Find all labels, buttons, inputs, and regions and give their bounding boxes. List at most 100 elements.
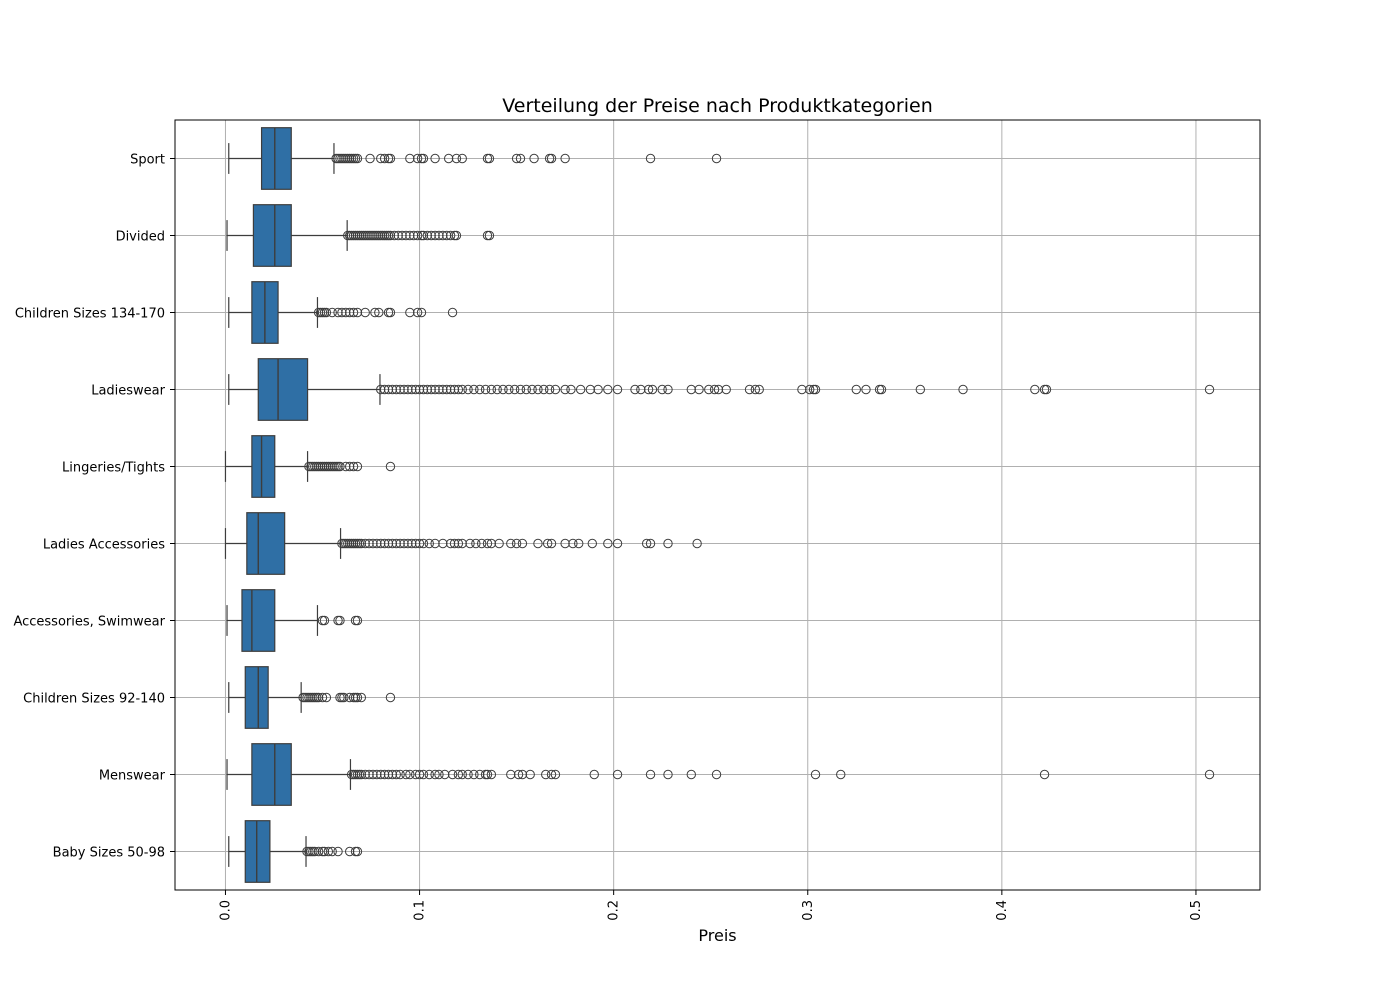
outlier-point (836, 769, 846, 780)
outlier-point (480, 384, 491, 395)
outlier-point (422, 384, 433, 395)
outlier-point (469, 384, 479, 395)
outlier-point (317, 692, 328, 703)
outlier-point (352, 461, 363, 472)
outlier-point (414, 384, 425, 395)
outlier-point (663, 769, 673, 780)
outlier-point (399, 538, 409, 549)
outlier-point (513, 769, 524, 780)
box-6 (224, 512, 702, 575)
outlier-point (876, 384, 887, 395)
outlier-point (344, 692, 355, 703)
outlier-point (511, 153, 522, 164)
outlier-point (1204, 384, 1215, 395)
outlier-point (356, 538, 367, 549)
outlier-point (393, 230, 403, 241)
outlier-point (453, 384, 464, 395)
outlier-point (438, 384, 448, 395)
outlier-point (405, 307, 415, 318)
outlier-point (370, 307, 380, 318)
outlier-point (603, 384, 613, 395)
outlier-point (409, 230, 419, 241)
outlier-point (438, 230, 448, 241)
outlier-point (412, 230, 423, 241)
outlier-point (395, 538, 405, 549)
outlier-point (915, 384, 926, 395)
outlier-point (335, 461, 345, 472)
outlier-point (319, 615, 330, 626)
outlier-point (383, 384, 394, 395)
outlier-point (352, 692, 363, 703)
outlier-point (319, 846, 330, 857)
outlier-point (339, 692, 349, 703)
outlier-point (550, 384, 561, 395)
iqr-box (244, 666, 269, 729)
iqr-box (251, 743, 292, 806)
outlier-point (663, 538, 673, 549)
y-tick-labels: Sport Divided Children Sizes 134-170 Ladies… (13, 153, 165, 861)
outlier-point (327, 307, 337, 318)
outlier-point (447, 769, 458, 780)
outlier-point (414, 538, 425, 549)
outlier-point (368, 769, 378, 780)
outlier-point (434, 769, 444, 780)
outlier-point (463, 384, 473, 395)
outlier-point (711, 769, 722, 780)
outlier-point (641, 538, 652, 549)
outlier-point (418, 384, 429, 395)
x-tick-label: 0.5 (1189, 900, 1204, 921)
iqr-box (252, 204, 292, 267)
outlier-point (692, 538, 702, 549)
outlier-point (379, 384, 390, 395)
outlier-point (546, 538, 557, 549)
outlier-point (657, 384, 667, 395)
outlier-point (389, 230, 400, 241)
outlier-point (750, 384, 761, 395)
box-9 (226, 743, 1215, 806)
outlier-point (323, 846, 334, 857)
outlier-point (754, 384, 764, 395)
outlier-point (509, 384, 520, 395)
y-tick-label: Divided (116, 230, 165, 245)
outlier-point (364, 538, 374, 549)
outlier-point (360, 769, 370, 780)
iqr-box (260, 127, 292, 190)
outlier-point (517, 769, 528, 780)
outlier-point (457, 769, 467, 780)
outlier-point (453, 538, 464, 549)
outlier-point (313, 692, 324, 703)
outlier-point (418, 769, 429, 780)
outlier-point (643, 384, 654, 395)
outlier-point (424, 769, 434, 780)
outlier-point (327, 846, 337, 857)
grid-lines (170, 120, 1260, 895)
outlier-point (445, 384, 456, 395)
outlier-point (546, 153, 557, 164)
outlier-point (405, 153, 415, 164)
outlier-point (533, 538, 543, 549)
x-tick-label: 0.4 (995, 900, 1010, 921)
outlier-point (333, 307, 343, 318)
outlier-point (457, 384, 467, 395)
outlier-point (612, 769, 623, 780)
outlier-point (352, 153, 363, 164)
outlier-point (352, 307, 363, 318)
outlier-point (486, 769, 497, 780)
outlier-point (365, 153, 375, 164)
outlier-point (356, 769, 367, 780)
outlier-point (376, 538, 386, 549)
outlier-point (405, 769, 415, 780)
outlier-point (360, 307, 370, 318)
outlier-point (379, 769, 390, 780)
outlier-point (391, 769, 401, 780)
outlier-point (527, 384, 537, 395)
outlier-point (612, 384, 623, 395)
outlier-point (352, 846, 363, 857)
outlier-point (550, 769, 561, 780)
outlier-point (645, 538, 656, 549)
outlier-point (385, 692, 396, 703)
y-tick-label: Sport (130, 153, 165, 168)
outlier-point (457, 153, 467, 164)
outlier-point (475, 384, 485, 395)
outlier-point (385, 153, 396, 164)
